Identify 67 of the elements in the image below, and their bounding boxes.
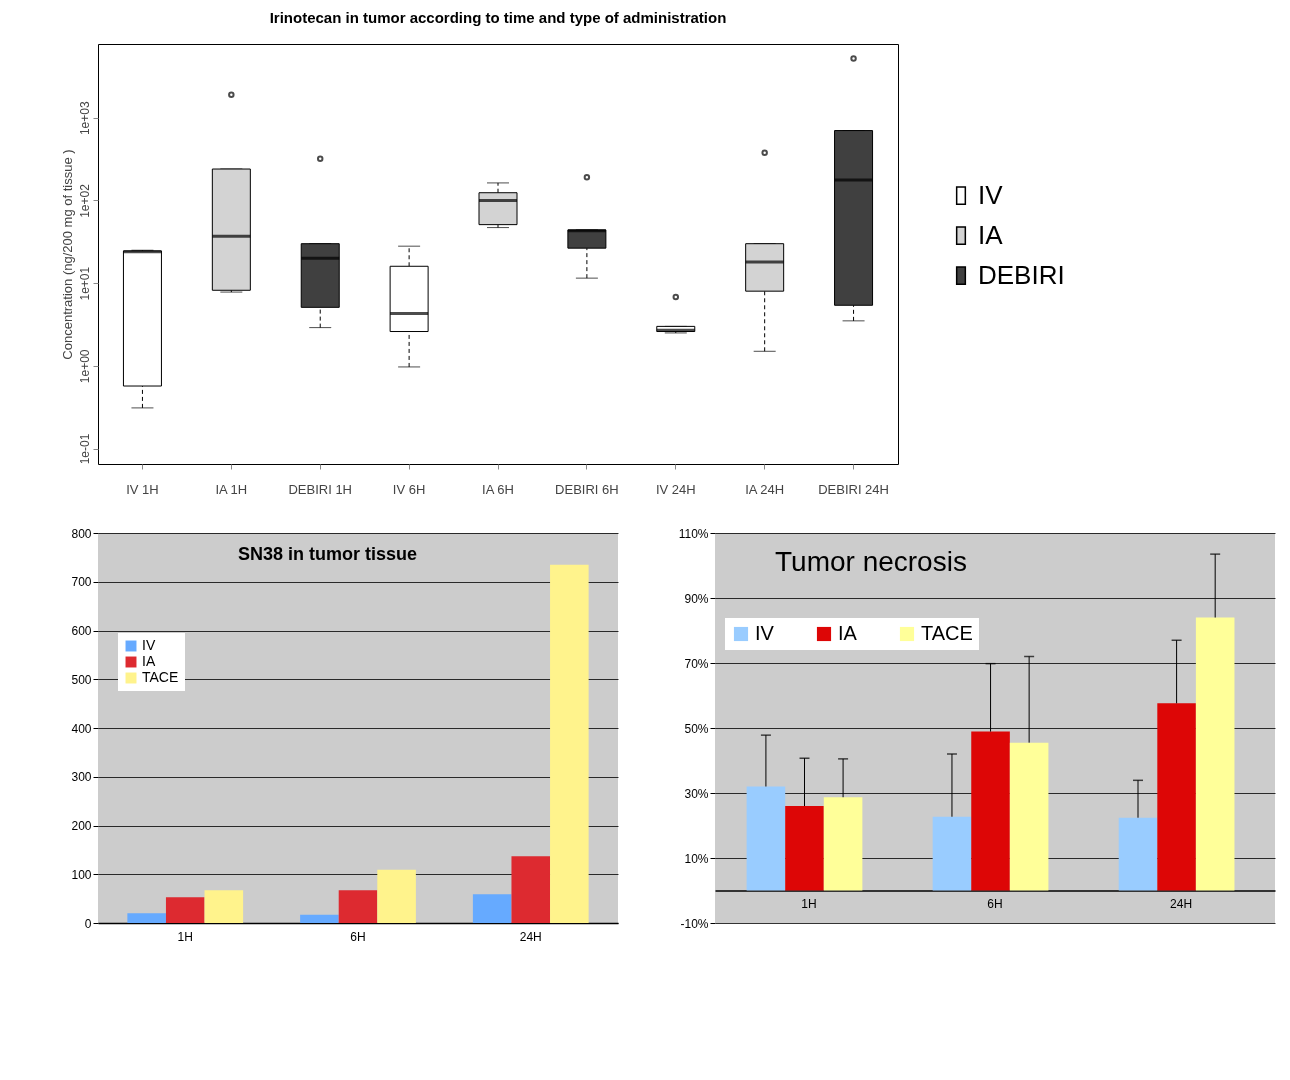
y-tick-label: 70% (684, 656, 709, 671)
y-tick-label: 200 (71, 819, 92, 833)
bar (785, 806, 824, 891)
y-tick-label: 0 (84, 916, 92, 931)
bar (1157, 703, 1196, 891)
x-tick-label: 1H (177, 929, 193, 944)
x-tick-label: IA 24H (745, 481, 785, 497)
x-tick-label: DEBIRI 24H (818, 481, 889, 497)
bar (377, 869, 416, 923)
x-tick-label: DEBIRI 1H (288, 481, 353, 497)
bar (204, 890, 244, 923)
y-tick-label: 300 (71, 770, 92, 785)
legend-label: IA (142, 653, 156, 669)
legend-label: DEBIRI (978, 259, 1065, 290)
bar (338, 890, 378, 923)
x-tick-label: 24H (519, 929, 542, 944)
bar (1118, 817, 1158, 891)
y-tick-label: 30% (684, 786, 709, 801)
y-axis-title: Concentration (ng/200 mg of tissue ) (59, 149, 75, 360)
x-tick-label: 24H (1170, 897, 1193, 911)
legend-label: IA (838, 622, 858, 644)
legend-label: TACE (921, 622, 973, 644)
x-tick-label: IV 1H (126, 481, 159, 497)
legend-label: IV (755, 622, 775, 644)
bar (511, 856, 551, 923)
text: SN38 in tumor tissue (238, 544, 418, 564)
bar (472, 894, 512, 923)
legend-label: IV (978, 179, 1004, 210)
x-tick-label: DEBIRI 6H (555, 481, 619, 497)
bar (823, 797, 863, 891)
bar (127, 913, 166, 923)
bar (300, 914, 339, 923)
bar (1195, 617, 1235, 891)
bar (932, 816, 972, 891)
y-tick-label: 500 (71, 672, 92, 687)
bar (971, 731, 1010, 891)
y-tick-label: 700 (71, 575, 92, 590)
x-tick-label: 6H (987, 897, 1003, 911)
x-tick-label: IV 24H (655, 481, 696, 497)
legend-label: IA (978, 219, 1004, 250)
y-tick-label: 90% (684, 591, 709, 606)
y-tick-label: 600 (71, 624, 92, 638)
legend-label: TACE (142, 669, 179, 685)
y-tick-label: 1e+01 (77, 266, 92, 301)
bar (1009, 742, 1049, 891)
y-tick-label: 1e+02 (77, 183, 92, 218)
x-tick-label: 1H (801, 897, 817, 911)
bar (165, 897, 205, 923)
y-tick-label: 1e+00 (77, 349, 92, 384)
y-tick-label: 1e-01 (77, 433, 92, 465)
x-tick-label: IV 6H (392, 481, 426, 497)
y-tick-label: 10% (684, 851, 709, 866)
y-tick-label: 50% (684, 721, 709, 736)
x-tick-label: IA 6H (482, 481, 514, 497)
y-tick-label: 1e+03 (77, 101, 92, 136)
y-tick-label: -10% (680, 916, 709, 931)
bar (746, 786, 786, 891)
x-tick-label: 6H (350, 929, 366, 944)
chart-title: Tumor necrosis (775, 546, 967, 577)
y-tick-label: 400 (71, 721, 92, 736)
bar (550, 564, 589, 923)
x-tick-label: IA 1H (215, 481, 248, 497)
y-tick-label: 800 (71, 526, 92, 541)
y-tick-label: 110% (678, 526, 709, 541)
y-tick-label: 100 (71, 867, 92, 882)
chart-title: Irinotecan in tumor according to time and type of administration (269, 9, 727, 26)
legend-label: IV (142, 637, 156, 653)
